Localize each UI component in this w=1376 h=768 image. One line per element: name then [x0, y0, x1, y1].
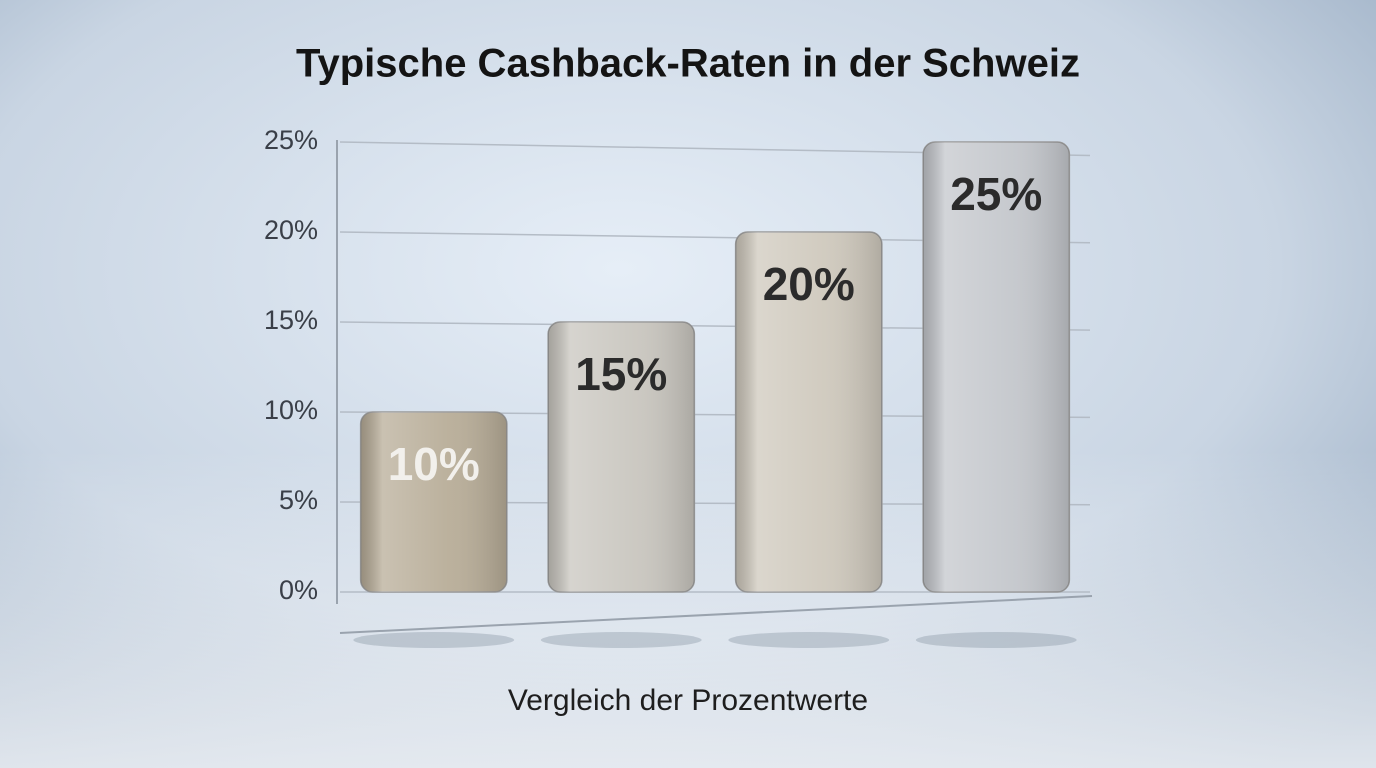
y-tick-label: 15% — [264, 305, 318, 335]
bar-shadow — [728, 632, 890, 648]
value-label: 10% — [388, 438, 480, 490]
value-label: 20% — [763, 258, 855, 310]
y-tick-label: 20% — [264, 215, 318, 245]
chart-title: Typische Cashback-Raten in der Schweiz — [296, 42, 1080, 86]
y-tick-label: 5% — [279, 485, 318, 515]
bar-shadow — [915, 632, 1077, 648]
bar-sheen — [360, 412, 507, 592]
y-tick-label: 0% — [279, 575, 318, 605]
y-tick-label: 10% — [264, 395, 318, 425]
bar-shadow — [540, 632, 702, 648]
value-label: 15% — [575, 348, 667, 400]
bar-sheen — [735, 232, 882, 592]
bar-sheen — [923, 142, 1070, 592]
bar-sheen — [548, 322, 695, 592]
x-axis-line — [339, 595, 1093, 634]
value-label: 25% — [950, 168, 1042, 220]
bar-shadow — [353, 632, 515, 648]
x-axis-label: Vergleich der Prozentwerte — [508, 684, 868, 717]
y-tick-label: 25% — [264, 125, 318, 155]
